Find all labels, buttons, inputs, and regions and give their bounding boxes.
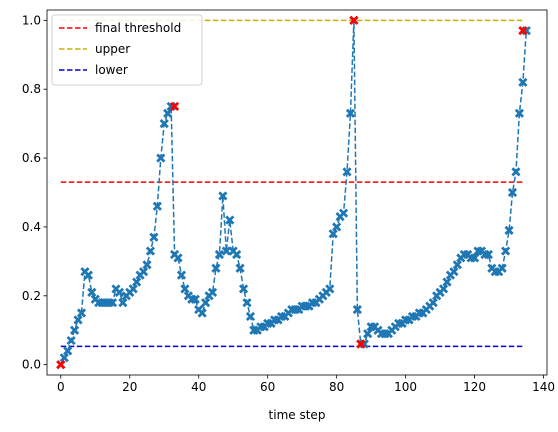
data-point xyxy=(132,277,142,287)
data-point xyxy=(214,249,225,260)
data-point xyxy=(504,225,514,235)
highlighted-point xyxy=(349,15,359,25)
x-tick-label: 140 xyxy=(532,380,555,394)
data-point xyxy=(501,246,511,256)
highlighted-point xyxy=(518,26,528,36)
data-point xyxy=(59,353,69,363)
data-point xyxy=(152,201,162,211)
data-point xyxy=(180,284,190,294)
data-point xyxy=(76,308,87,318)
data-point xyxy=(201,298,211,308)
data-point xyxy=(69,325,80,335)
data-point xyxy=(507,187,518,198)
data-point xyxy=(87,287,97,297)
data-point xyxy=(159,119,169,129)
data-point xyxy=(66,335,76,346)
legend-label: upper xyxy=(95,42,130,56)
data-point xyxy=(238,284,249,294)
x-tick-label: 60 xyxy=(260,380,275,394)
data-point xyxy=(197,308,207,318)
y-tick-label: 0.6 xyxy=(22,151,41,165)
data-point xyxy=(242,298,252,308)
data-point xyxy=(149,232,159,242)
data-point xyxy=(107,298,118,308)
data-point xyxy=(438,284,449,294)
data-point xyxy=(218,191,228,201)
x-tick-label: 20 xyxy=(122,380,137,394)
data-point xyxy=(325,284,335,294)
y-tick-label: 0.4 xyxy=(22,220,41,234)
data-point xyxy=(428,298,438,308)
data-point xyxy=(138,267,149,277)
highlighted-point xyxy=(356,339,366,349)
data-point xyxy=(118,298,128,308)
data-point xyxy=(497,263,507,273)
data-point xyxy=(176,270,187,280)
data-point xyxy=(342,167,352,177)
highlighted-point xyxy=(56,360,66,370)
data-point xyxy=(235,263,245,273)
x-tick-label: 80 xyxy=(329,380,344,394)
data-point xyxy=(156,153,166,163)
data-point xyxy=(73,315,83,325)
x-tick-label: 120 xyxy=(463,380,486,394)
data-point xyxy=(145,246,156,256)
x-tick-label: 100 xyxy=(394,380,417,394)
data-point xyxy=(232,249,242,260)
x-tick-label: 40 xyxy=(191,380,206,394)
data-point xyxy=(449,267,459,277)
data-point xyxy=(363,329,373,339)
plot-frame xyxy=(46,9,548,376)
data-point xyxy=(207,287,218,297)
data-point xyxy=(221,246,231,256)
data-point xyxy=(128,284,138,294)
data-point xyxy=(514,108,525,118)
data-point xyxy=(83,270,93,280)
x-axis-label: time step xyxy=(269,408,326,422)
data-point xyxy=(511,167,521,177)
data-point xyxy=(483,249,493,260)
data-point xyxy=(452,260,462,270)
y-tick-label: 0.8 xyxy=(22,82,41,96)
legend-label: final threshold xyxy=(95,21,181,35)
legend-label: lower xyxy=(95,63,128,77)
data-point xyxy=(245,311,256,322)
legend: final threshold upper lower xyxy=(51,14,203,86)
x-tick-label: 0 xyxy=(57,380,65,394)
data-point xyxy=(518,77,528,87)
data-point xyxy=(163,108,173,118)
data-point xyxy=(352,304,362,315)
data-point xyxy=(345,108,356,118)
y-tick-label: 0.0 xyxy=(22,358,41,372)
data-point xyxy=(142,260,152,270)
highlighted-point xyxy=(169,101,180,112)
data-point xyxy=(332,222,342,232)
data-point xyxy=(469,253,480,263)
data-point xyxy=(338,208,349,218)
y-tick-label: 0.2 xyxy=(22,289,41,303)
data-point xyxy=(114,287,125,297)
legend-box xyxy=(51,14,203,86)
data-point xyxy=(173,253,183,263)
data-point xyxy=(63,346,73,356)
data-point xyxy=(225,215,235,225)
y-tick-label: 1.0 xyxy=(22,13,41,27)
data-point xyxy=(442,277,452,287)
data-point xyxy=(328,229,338,239)
data-point xyxy=(211,263,221,273)
data-point xyxy=(190,294,200,304)
